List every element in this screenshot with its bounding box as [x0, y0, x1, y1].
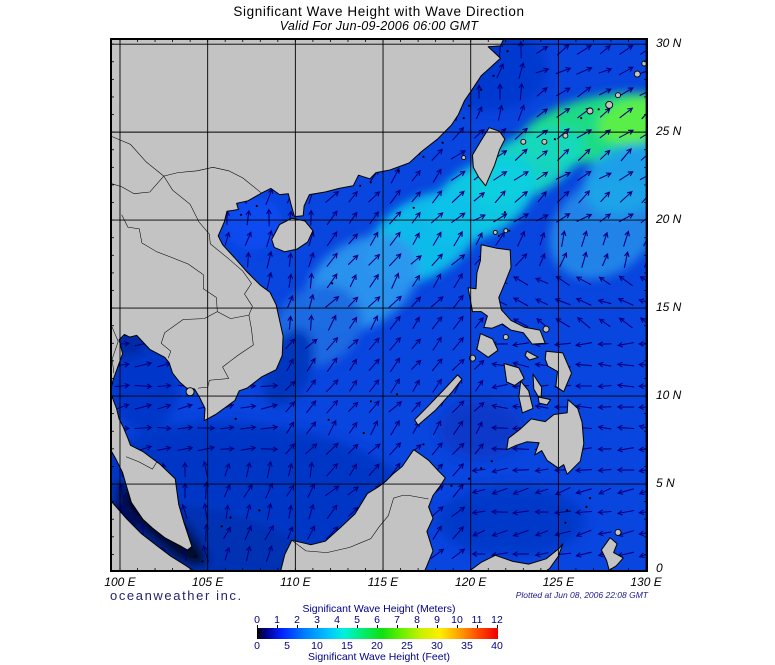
map-border-frame	[110, 38, 648, 572]
legend-meters-title: Significant Wave Height (Meters)	[302, 603, 456, 615]
meters-tick-8: 8	[414, 614, 420, 626]
feet-tick-5: 5	[284, 640, 290, 652]
lon-axis-label-6: 130 E	[630, 575, 662, 589]
meters-tick-2: 2	[294, 614, 300, 626]
lat-axis-label-4: 10 N	[656, 388, 682, 403]
lon-axis-label-1: 105 E	[191, 575, 224, 589]
lon-axis-label-2: 110 E	[280, 575, 311, 589]
feet-tick-0: 0	[254, 640, 260, 652]
lon-axis-label-0: 100 E	[104, 575, 136, 589]
plotted-timestamp: Plotted at Jun 08, 2006 22:08 GMT	[515, 590, 648, 600]
lat-axis-label-1: 25 N	[656, 124, 682, 139]
map-plot-area	[94, 26, 681, 600]
meters-tick-7: 7	[394, 614, 400, 626]
lat-axis-label-2: 20 N	[656, 212, 682, 227]
legend-feet-title: Significant Wave Height (Feet)	[307, 651, 450, 663]
lat-axis-label-5: 5 N	[656, 476, 675, 491]
meters-tick-0: 0	[254, 614, 260, 626]
meters-tick-12: 12	[491, 614, 503, 626]
valid-time-subtitle: Valid For Jun-09-2006 06:00 GMT	[279, 19, 479, 33]
meters-tick-5: 5	[354, 614, 360, 626]
colorbar-tick-marks	[257, 625, 499, 628]
meters-tick-3: 3	[314, 614, 320, 626]
meters-tick-11: 11	[471, 614, 483, 626]
page-title: Significant Wave Height with Wave Direct…	[233, 4, 525, 19]
land-masses	[109, 37, 648, 573]
meters-tick-9: 9	[434, 614, 440, 626]
feet-tick-35: 35	[461, 640, 473, 652]
lon-axis-label-3: 115 E	[367, 575, 399, 589]
wave-height-colorbar	[257, 628, 498, 639]
meters-tick-6: 6	[374, 614, 380, 626]
feet-tick-20: 20	[371, 640, 383, 652]
feet-tick-40: 40	[491, 640, 503, 652]
oceanweather-logo-text: oceanweather inc.	[110, 588, 243, 603]
feet-tick-10: 10	[311, 640, 323, 652]
feet-tick-15: 15	[341, 640, 353, 652]
meters-tick-4: 4	[334, 614, 340, 626]
wave-height-map	[94, 26, 681, 600]
feet-tick-25: 25	[401, 640, 413, 652]
lat-axis-label-6: 0	[656, 561, 663, 576]
lon-axis-label-5: 125 E	[542, 575, 575, 589]
feet-tick-30: 30	[431, 640, 443, 652]
meters-tick-1: 1	[274, 614, 280, 626]
lat-axis-label-0: 30 N	[656, 36, 682, 51]
meters-tick-10: 10	[451, 614, 463, 626]
lat-axis-label-3: 15 N	[656, 300, 682, 315]
lon-axis-label-4: 120 E	[455, 575, 487, 589]
